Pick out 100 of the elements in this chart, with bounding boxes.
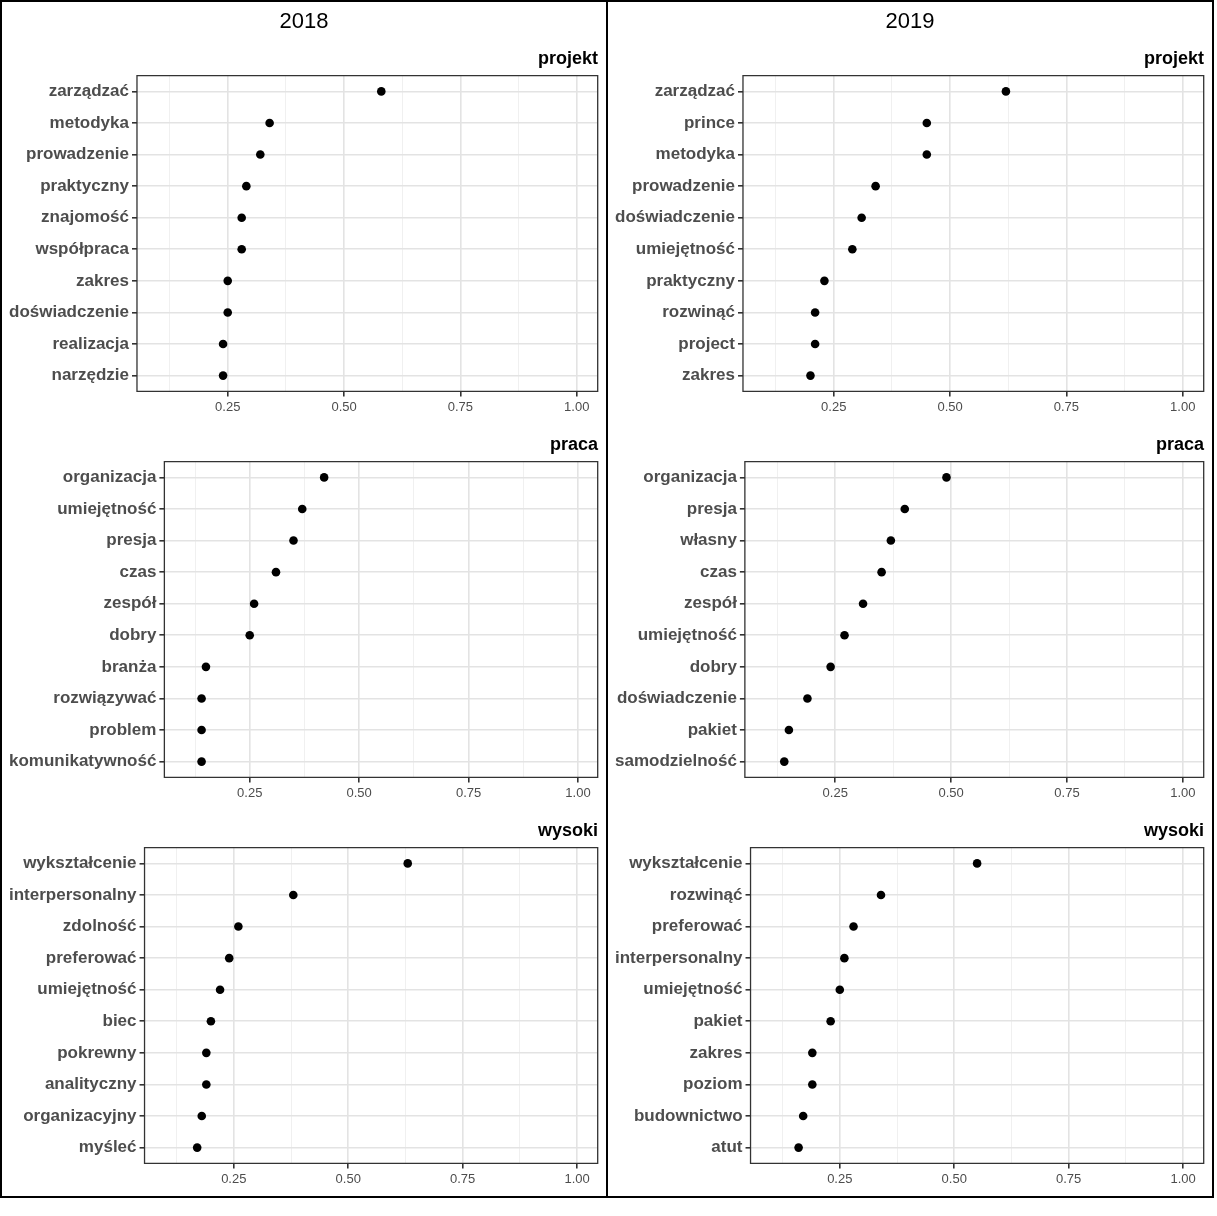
- y-tick-label: rozwinąć: [669, 884, 743, 904]
- y-tick-label: zakres: [76, 270, 129, 290]
- point: [234, 922, 243, 931]
- y-tick-label: poziom: [683, 1074, 743, 1094]
- y-tick-label: organizacja: [643, 467, 738, 487]
- point: [237, 244, 246, 254]
- x-tick-label: 0.50: [335, 1170, 361, 1186]
- point: [972, 859, 982, 868]
- point: [215, 985, 225, 995]
- y-tick-label: preferować: [651, 916, 743, 936]
- point: [242, 181, 251, 191]
- y-tick-label: interpersonalny: [8, 884, 138, 904]
- point: [1001, 87, 1011, 96]
- y-tick-label: umiejętność: [643, 979, 743, 999]
- point: [840, 630, 849, 640]
- chart-title: projekt: [537, 47, 598, 68]
- y-tick-label: branża: [101, 656, 157, 676]
- point: [857, 213, 866, 223]
- chart-subtitle: 2019: [884, 7, 936, 35]
- point: [886, 536, 896, 545]
- point: [849, 922, 858, 931]
- x-tick-label: 1.00: [564, 398, 590, 414]
- y-tick-label: doświadczenie: [616, 688, 737, 708]
- point: [794, 1143, 803, 1152]
- y-tick-label: atut: [711, 1137, 743, 1157]
- y-tick-label: zakres: [689, 1042, 743, 1062]
- y-tick-label: czas: [119, 561, 157, 581]
- y-tick-label: preferować: [45, 947, 137, 967]
- point: [256, 150, 265, 159]
- y-tick-label: własny: [679, 530, 738, 550]
- y-tick-label: zespół: [683, 593, 738, 613]
- y-tick-label: znajomość: [41, 207, 129, 227]
- y-tick-label: problem: [89, 719, 157, 739]
- x-tick-label: 0.50: [938, 784, 964, 800]
- chart-title: praca: [549, 433, 599, 454]
- point: [319, 473, 329, 482]
- x-tick-label: 0.75: [455, 784, 482, 800]
- point: [245, 630, 255, 640]
- point: [223, 276, 233, 286]
- x-tick-label: 0.25: [215, 398, 241, 414]
- x-tick-label: 0.75: [1054, 784, 1080, 800]
- point: [810, 308, 820, 317]
- y-tick-label: analityczny: [44, 1074, 138, 1094]
- y-tick-label: pakiet: [687, 719, 738, 739]
- point: [779, 757, 789, 766]
- y-tick-label: zarządzać: [48, 81, 129, 101]
- point: [206, 1016, 216, 1026]
- y-tick-label: biec: [102, 1010, 137, 1030]
- y-tick-label: umiejętność: [635, 238, 735, 258]
- point: [876, 890, 886, 900]
- y-tick-label: project: [678, 333, 736, 353]
- point: [820, 276, 829, 286]
- chart-subtitle: 2018: [278, 7, 330, 35]
- y-tick-label: myśleć: [78, 1137, 137, 1157]
- y-tick-label: pakiet: [693, 1010, 743, 1030]
- y-tick-label: wykształcenie: [628, 853, 743, 873]
- point: [218, 371, 228, 380]
- x-tick-label: 1.00: [1170, 398, 1196, 414]
- point: [297, 504, 307, 514]
- point: [798, 1111, 808, 1121]
- y-tick-label: wykształcenie: [22, 853, 137, 873]
- point: [237, 213, 246, 223]
- point: [806, 371, 815, 380]
- y-tick-label: umiejętność: [637, 624, 737, 644]
- y-tick-label: realizacja: [52, 333, 130, 353]
- x-tick-label: 0.25: [822, 784, 848, 800]
- y-tick-label: zespół: [103, 593, 157, 613]
- point: [808, 1080, 817, 1089]
- y-tick-label: praktyczny: [40, 175, 130, 195]
- chart-title: projekt: [1143, 47, 1204, 68]
- y-tick-label: budownictwo: [633, 1105, 743, 1125]
- y-tick-label: pokrewny: [57, 1042, 138, 1062]
- y-tick-label: interpersonalny: [614, 947, 744, 967]
- point: [197, 725, 206, 735]
- point: [201, 662, 211, 672]
- point: [197, 757, 206, 766]
- point: [271, 567, 281, 577]
- y-tick-label: czas: [700, 561, 737, 581]
- x-tick-label: 0.50: [937, 398, 963, 414]
- point: [223, 308, 233, 317]
- y-tick-label: prowadzenie: [632, 175, 735, 195]
- point: [871, 181, 880, 191]
- point: [265, 118, 274, 128]
- y-tick-label: zakres: [682, 365, 735, 385]
- point: [826, 662, 835, 672]
- y-tick-label: metodyka: [49, 112, 130, 132]
- x-tick-label: 1.00: [564, 1170, 590, 1186]
- point: [403, 859, 413, 868]
- y-tick-label: zdolność: [62, 916, 137, 936]
- point: [249, 599, 259, 609]
- point: [808, 1048, 817, 1058]
- y-tick-label: presja: [686, 498, 738, 518]
- y-tick-label: narzędzie: [51, 365, 129, 385]
- y-tick-label: organizacja: [62, 467, 157, 487]
- x-tick-label: 0.25: [221, 1170, 247, 1186]
- y-tick-label: doświadczenie: [9, 302, 129, 322]
- y-tick-label: dobry: [109, 624, 157, 644]
- x-tick-label: 0.50: [941, 1170, 967, 1186]
- point: [197, 694, 206, 703]
- point: [848, 244, 857, 254]
